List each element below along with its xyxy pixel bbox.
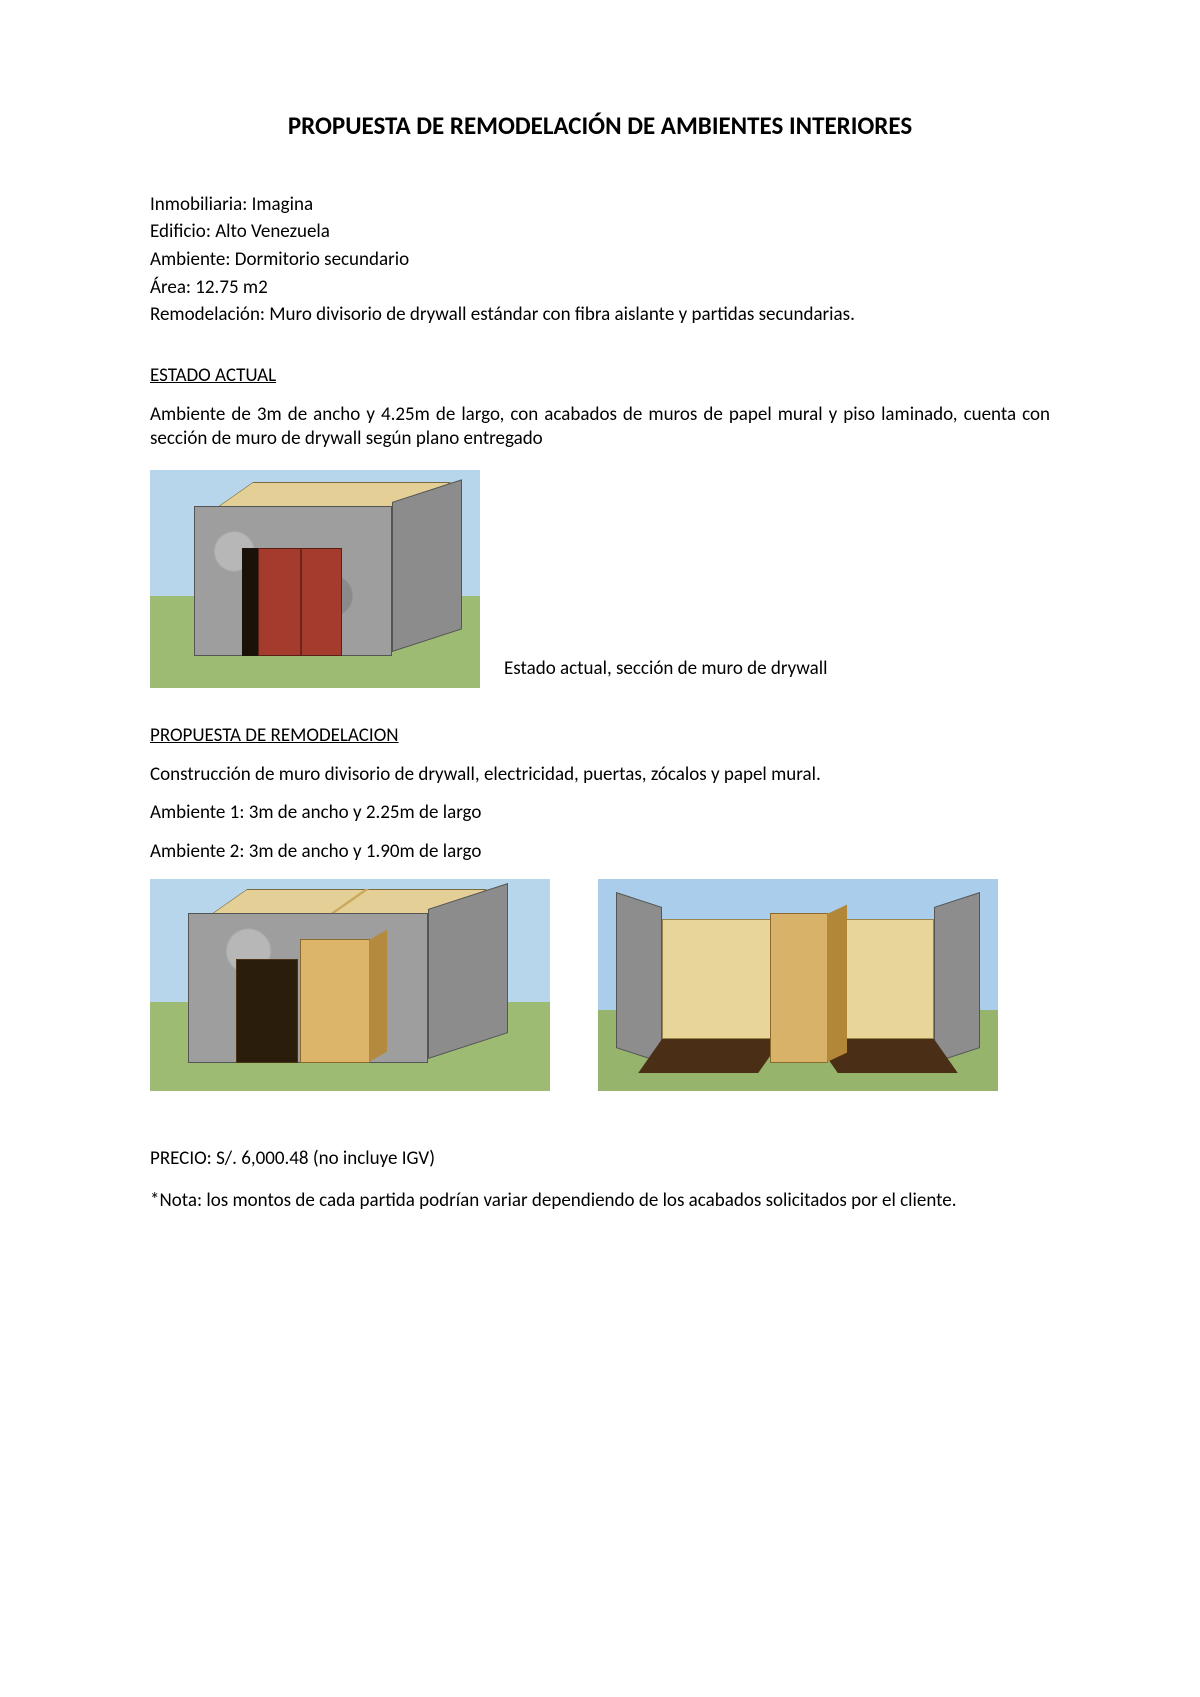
page-title: PROPUESTA DE REMODELACIÓN DE AMBIENTES I… [150,110,1050,143]
propuesta-amb2: Ambiente 2: 3m de ancho y 1.90m de largo [150,840,1050,865]
meta-ambiente: Ambiente: Dormitorio secundario [150,248,1050,273]
figure-estado-actual [150,470,480,688]
meta-block: Inmobiliaria: Imagina Edificio: Alto Ven… [150,193,1050,328]
figure-estado-caption: Estado actual, sección de muro de drywal… [504,657,827,688]
propuesta-amb1: Ambiente 1: 3m de ancho y 2.25m de largo [150,801,1050,826]
precio: PRECIO: S/. 6,000.48 (no incluye IGV) [150,1147,1050,1172]
meta-remodelacion: Remodelación: Muro divisorio de drywall … [150,303,1050,328]
figure-row-propuesta [150,879,1050,1091]
meta-inmobiliaria: Inmobiliaria: Imagina [150,193,1050,218]
propuesta-desc: Construcción de muro divisorio de drywal… [150,763,1050,788]
section-estado-label: ESTADO ACTUAL [150,364,1050,389]
meta-edificio: Edificio: Alto Venezuela [150,220,1050,245]
nota: *Nota: los montos de cada partida podría… [150,1189,1050,1214]
figure-propuesta-exterior [150,879,550,1091]
estado-desc: Ambiente de 3m de ancho y 4.25m de largo… [150,403,1050,452]
figure-propuesta-interior [598,879,998,1091]
figure-row-estado: Estado actual, sección de muro de drywal… [150,470,1050,688]
meta-area: Área: 12.75 m2 [150,276,1050,301]
section-propuesta-label: PROPUESTA DE REMODELACION [150,724,1050,749]
